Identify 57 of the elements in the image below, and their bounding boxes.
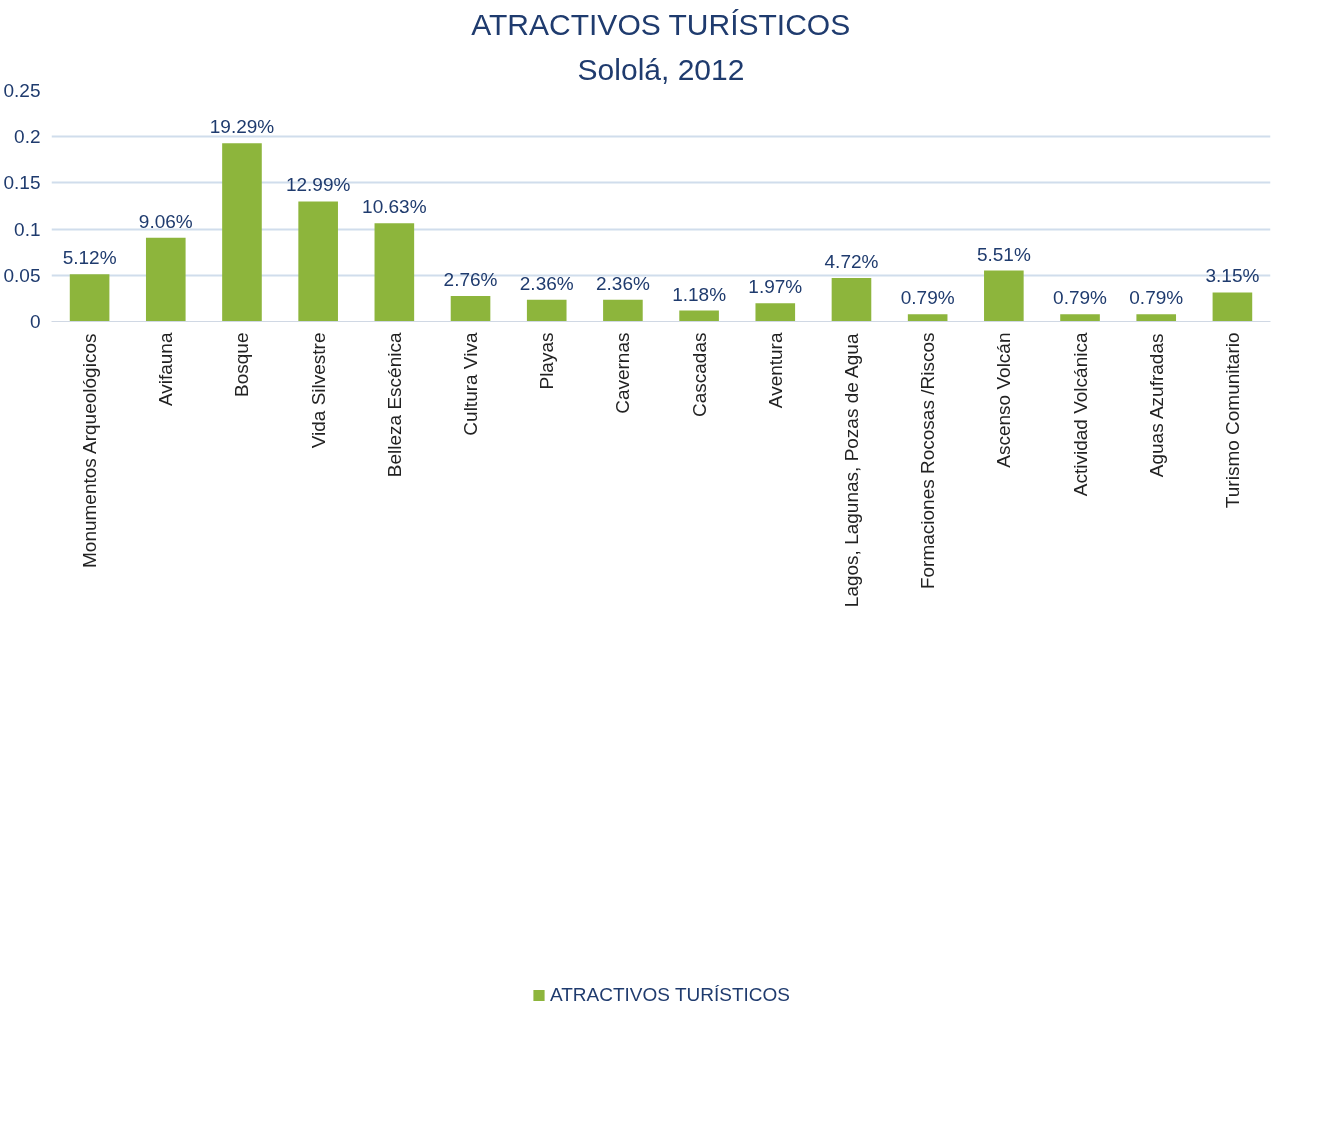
x-tick-label: Cultura Viva xyxy=(460,332,482,436)
x-tick-label: Belleza Escénica xyxy=(383,332,405,478)
bar xyxy=(374,223,415,322)
chart-subtitle: Sololá, 2012 xyxy=(577,52,745,86)
bar xyxy=(298,201,338,322)
x-tick-label: Aventura xyxy=(764,332,786,409)
x-tick-label: Bosque xyxy=(231,332,253,397)
bar xyxy=(907,314,948,322)
x-tick-label: Vida Silvestre xyxy=(307,332,329,449)
bar xyxy=(755,303,796,322)
chart-title: ATRACTIVOS TURÍSTICOS xyxy=(471,7,851,41)
bar xyxy=(222,143,262,322)
data-label: 10.63% xyxy=(362,196,427,218)
x-tick-label: Aguas Azufradas xyxy=(1145,333,1167,478)
data-label: 0.79% xyxy=(1053,287,1108,309)
data-label: 2.36% xyxy=(595,272,650,294)
data-label: 3.15% xyxy=(1205,265,1260,287)
y-tick-label: 0.05 xyxy=(3,264,41,286)
bar xyxy=(145,237,186,322)
data-label: 5.12% xyxy=(62,247,117,269)
bar xyxy=(450,296,491,322)
data-label: 19.29% xyxy=(209,116,275,138)
data-label: 0.79% xyxy=(1129,287,1184,309)
x-tick-label: Cascadas xyxy=(688,332,710,417)
data-label: 2.76% xyxy=(443,269,498,290)
x-tick-label: Playas xyxy=(536,332,558,390)
y-tick-label: 0.1 xyxy=(14,218,41,240)
y-tick-label: 0.2 xyxy=(14,126,41,148)
bar xyxy=(603,299,643,322)
x-tick-label: Cavernas xyxy=(612,332,634,414)
bar xyxy=(679,310,719,322)
bar xyxy=(526,299,567,322)
data-label: 1.97% xyxy=(748,276,803,298)
bar xyxy=(69,274,110,322)
bar xyxy=(1060,314,1100,322)
bar xyxy=(831,277,872,322)
x-tick-label: Monumentos Arqueológicos xyxy=(79,333,101,569)
bar xyxy=(1136,314,1177,322)
data-label: 0.79% xyxy=(900,287,955,309)
data-label: 1.18% xyxy=(672,283,727,305)
x-tick-label: Lagos, Lagunas, Pozas de Agua xyxy=(840,333,862,608)
x-tick-label: Actividad Volcánica xyxy=(1069,332,1091,497)
x-tick-label: Ascenso Volcán xyxy=(993,332,1015,468)
data-label: 5.51% xyxy=(976,243,1031,265)
data-label: 4.72% xyxy=(824,250,879,272)
data-label: 2.36% xyxy=(519,272,574,294)
x-tick-label: Avifauna xyxy=(155,332,177,407)
y-tick-label: 0 xyxy=(29,311,41,332)
data-label: 12.99% xyxy=(285,174,351,196)
legend-label: ATRACTIVOS TURÍSTICOS xyxy=(550,983,790,1006)
x-tick-label: Formaciones Rocosas /Riscos xyxy=(917,332,939,590)
x-tick-label: Turismo Comunitario xyxy=(1221,332,1243,509)
bar xyxy=(1212,292,1253,322)
y-tick-label: 0.25 xyxy=(3,80,41,101)
data-label: 9.06% xyxy=(138,210,193,232)
bar xyxy=(984,270,1024,322)
y-tick-label: 0.15 xyxy=(3,172,41,194)
